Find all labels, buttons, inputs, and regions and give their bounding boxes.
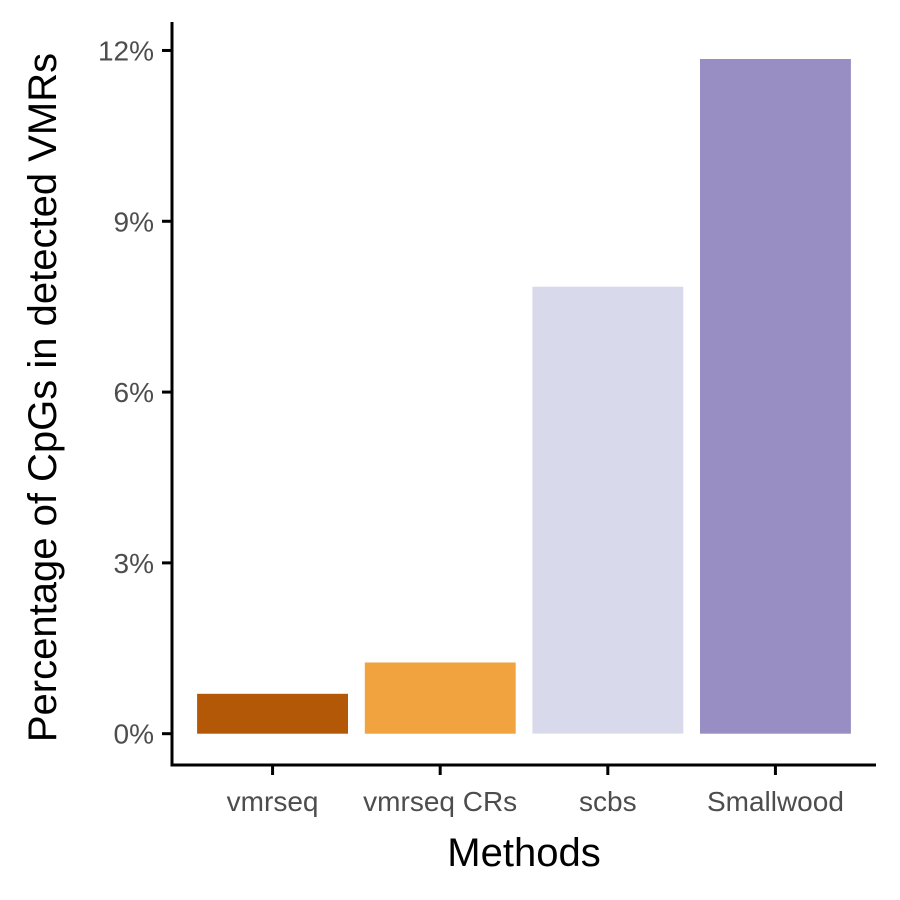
bar-vmrseq-crs: [364, 662, 516, 734]
bar-smallwood: [700, 59, 851, 734]
bars-group: [197, 59, 851, 734]
y-axis-title: Percentage of CpGs in detected VMRs: [21, 53, 65, 742]
x-tick-label: vmrseq CRs: [363, 786, 517, 817]
x-axis-ticks: vmrseq vmrseq CRs scbs Smallwood: [227, 765, 844, 817]
y-tick-label: 6%: [114, 377, 154, 408]
x-tick-label: vmrseq: [227, 786, 319, 817]
bar-vmrseq: [197, 693, 348, 734]
y-tick-label: 3%: [114, 548, 154, 579]
y-tick-label: 9%: [114, 206, 154, 237]
bar-scbs: [532, 286, 684, 734]
x-axis-title: Methods: [447, 831, 600, 875]
y-axis-ticks: 0% 3% 6% 9% 12%: [98, 35, 172, 750]
y-tick-label: 0%: [114, 719, 154, 750]
x-tick-label: scbs: [579, 786, 637, 817]
y-tick-label: 12%: [98, 35, 154, 66]
x-tick-label: Smallwood: [707, 786, 844, 817]
